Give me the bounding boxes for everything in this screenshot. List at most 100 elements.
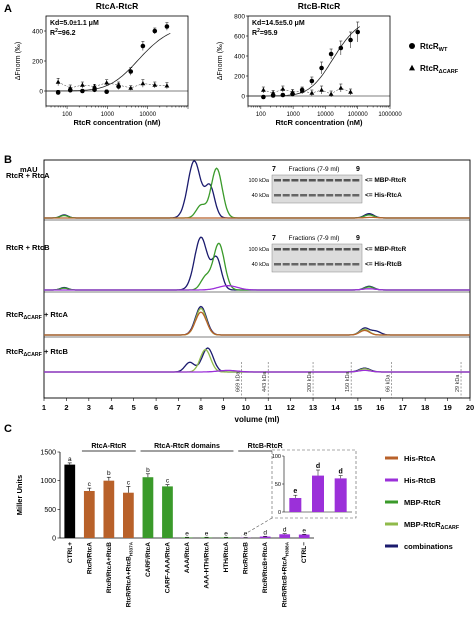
inset-connector bbox=[241, 517, 273, 537]
x-tick-label: 12 bbox=[286, 403, 294, 412]
gel-band-upper bbox=[308, 179, 316, 182]
point-dcarf bbox=[348, 89, 353, 94]
legend-c-label: MBP-RtcRΔCARF bbox=[404, 520, 460, 531]
bar bbox=[259, 536, 271, 538]
y-axis-label: ΔFnorm (‰) bbox=[15, 42, 22, 81]
gel-band-lower bbox=[291, 263, 299, 266]
x-tick-label: 7 bbox=[176, 403, 180, 412]
legend-a-marker-dcarf bbox=[409, 64, 415, 71]
category-label-main: RtcR/RtcA+RtcB bbox=[125, 556, 132, 607]
gel-band-lower bbox=[352, 194, 360, 197]
gel-band-upper bbox=[326, 248, 334, 251]
category-label-main: RtcR/RtcB bbox=[243, 542, 250, 574]
point-wt bbox=[355, 29, 361, 35]
panel-label-a: A bbox=[4, 3, 12, 15]
point-dcarf bbox=[152, 82, 158, 87]
category-label: CTRL+ bbox=[67, 542, 74, 563]
category-label: HTH/RtcA bbox=[223, 542, 230, 573]
bar-inset: 0 50 100 e d d bbox=[241, 449, 357, 537]
legend-c-label: combinations bbox=[404, 542, 453, 551]
gel-fraction-end: 9 bbox=[356, 235, 360, 242]
bar bbox=[201, 537, 212, 538]
point-dcarf bbox=[55, 79, 61, 84]
point-wt bbox=[55, 90, 61, 95]
row-label-rest: + RtcA bbox=[42, 310, 69, 319]
category-label-main: CARF-AAA/RtcA bbox=[164, 542, 171, 594]
x-tick-label: 14 bbox=[331, 403, 340, 412]
significance-letter: c bbox=[88, 481, 92, 488]
bar bbox=[298, 534, 310, 538]
gel-fraction-start: 7 bbox=[272, 166, 276, 173]
bar bbox=[64, 464, 76, 538]
gel-band-lower bbox=[334, 194, 342, 197]
legend-a-label-sub: WT bbox=[439, 47, 448, 53]
legend-c-label: MBP-RtcR bbox=[404, 498, 441, 507]
gel-band-lower bbox=[326, 194, 334, 197]
r2-annotation: R2=96.2 bbox=[50, 28, 76, 37]
r2-sup: 2 bbox=[55, 28, 58, 34]
plot-frame bbox=[247, 15, 391, 107]
gel-band-lower bbox=[334, 263, 342, 266]
category-label: AAA/RtcA bbox=[184, 542, 191, 573]
y-tick-label: 800 bbox=[234, 14, 245, 21]
chromatogram-row-1: RtcR + RtcA 7 Fractions (7-9 ml) 9 100 kDa 40… bbox=[6, 159, 470, 221]
category-label: AAA-HTH/RtcA bbox=[204, 542, 211, 589]
r2-annotation: R2=95.9 bbox=[252, 28, 278, 37]
y-tick-label: 400 bbox=[32, 29, 43, 36]
x-tick-label: 9 bbox=[221, 403, 225, 412]
group-label: RtcA-RtcR domains bbox=[154, 443, 220, 450]
legend-c-label-main: MBP-RtcR bbox=[404, 520, 441, 529]
inset-bar bbox=[334, 478, 347, 512]
inset-letter: d bbox=[339, 469, 343, 476]
category-label-sub: H308A bbox=[285, 541, 290, 556]
r2-prefix: R bbox=[252, 30, 257, 37]
plot-title: RtcA-RtcR bbox=[96, 1, 139, 11]
gel-band-upper bbox=[352, 179, 360, 182]
significance-letter: c bbox=[166, 478, 170, 485]
point-wt bbox=[261, 94, 266, 100]
row-label: RtcR + RtcB bbox=[6, 243, 50, 252]
point-wt bbox=[164, 24, 170, 29]
gel-band-label: <= His-RtcB bbox=[365, 261, 402, 268]
x-tick-label: 10000 bbox=[317, 112, 334, 118]
point-dcarf bbox=[92, 84, 97, 89]
legend-a-marker-wt bbox=[409, 43, 415, 49]
row-label-main: RtcR bbox=[6, 347, 24, 356]
bar bbox=[83, 490, 95, 538]
legend-a-label-main: RtcR bbox=[420, 42, 439, 51]
category-label: CARF/RtcA bbox=[145, 542, 152, 577]
gel-band-lower bbox=[308, 194, 316, 197]
row-label-rest: + RtcB bbox=[42, 347, 69, 356]
gel-band-lower bbox=[343, 194, 351, 197]
x-axis-label: RtcR concentration (nM) bbox=[275, 118, 363, 127]
point-dcarf bbox=[290, 89, 295, 94]
x-tick-label: 100000 bbox=[348, 112, 369, 118]
trace-combinations bbox=[44, 159, 470, 219]
bar bbox=[181, 537, 193, 538]
x-tick-label: 5 bbox=[132, 403, 136, 412]
gel-band-upper bbox=[334, 179, 342, 182]
category-label: RtcR/RtcA bbox=[86, 542, 93, 574]
gel-marker-label: 100 kDa bbox=[249, 247, 270, 253]
gel-band-label: <= MBP-RtcR bbox=[365, 177, 406, 184]
point-dcarf bbox=[280, 86, 286, 91]
category-label: CTRL− bbox=[301, 542, 308, 563]
inset-y-tick-label: 100 bbox=[272, 454, 281, 460]
panel-label-c: C bbox=[4, 423, 12, 435]
trace-his_rtca bbox=[44, 216, 470, 219]
y-tick-label: 0 bbox=[39, 89, 43, 96]
trace-his_rtca bbox=[44, 311, 470, 336]
bar bbox=[123, 492, 134, 538]
x-tick-label: 6 bbox=[154, 403, 158, 412]
gel-band-lower bbox=[326, 263, 334, 266]
inset-y-tick-label: 0 bbox=[278, 510, 281, 516]
row-label-main: RtcR bbox=[6, 310, 24, 319]
size-marker-label: 669 kDa bbox=[235, 371, 241, 392]
significance-letter: a bbox=[68, 456, 72, 463]
x-tick-label: 3 bbox=[87, 403, 91, 412]
inset-letter: e bbox=[293, 488, 297, 495]
gel-band-lower bbox=[274, 263, 281, 266]
point-dcarf bbox=[164, 83, 170, 88]
bar bbox=[142, 477, 154, 538]
